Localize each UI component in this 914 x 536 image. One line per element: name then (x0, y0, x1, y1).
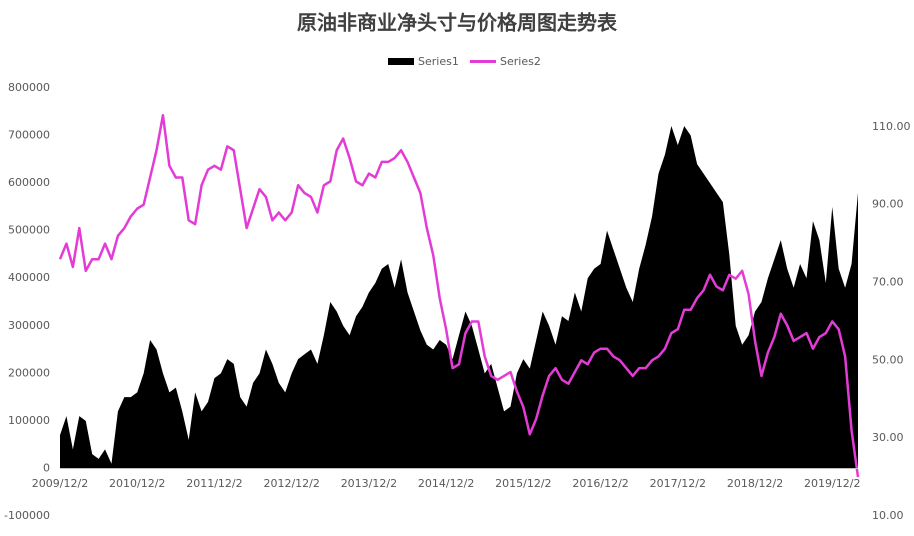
y2-tick-label: 10.00 (872, 509, 904, 522)
legend-label: Series1 (418, 55, 459, 68)
area-series (60, 126, 858, 469)
legend-swatch (470, 60, 496, 63)
line-series (58, 113, 860, 478)
x-tick-label: 2015/12/2 (495, 477, 551, 490)
chart-title: 原油非商业净头寸与价格周图走势表 (297, 11, 618, 35)
y-tick-label: 800000 (8, 81, 50, 94)
y-tick-label: -100000 (4, 509, 50, 522)
x-tick-label: 2017/12/2 (650, 477, 706, 490)
y2-tick-label: 90.00 (872, 198, 904, 211)
y-tick-label: 700000 (8, 129, 50, 142)
x-tick-label: 2013/12/2 (341, 477, 397, 490)
x-tick-label: 2019/12/2 (804, 477, 860, 490)
x-tick-label: 2014/12/2 (418, 477, 474, 490)
x-tick-label: 2011/12/2 (186, 477, 242, 490)
y2-tick-label: 70.00 (872, 276, 904, 289)
legend-label: Series2 (500, 55, 541, 68)
y-tick-label: 200000 (8, 366, 50, 379)
y-tick-label: 300000 (8, 319, 50, 332)
y-tick-label: 0 (43, 461, 50, 474)
y2-tick-label: 110.00 (872, 120, 911, 133)
x-tick-label: 2009/12/2 (32, 477, 88, 490)
y-tick-label: 600000 (8, 176, 50, 189)
y2-tick-label: 50.00 (872, 353, 904, 366)
x-tick-label: 2016/12/2 (572, 477, 628, 490)
y-tick-label: 500000 (8, 224, 50, 237)
legend-swatch (388, 58, 414, 65)
y2-tick-label: 30.00 (872, 431, 904, 444)
x-tick-label: 2012/12/2 (263, 477, 319, 490)
y-tick-label: 100000 (8, 414, 50, 427)
x-tick-label: 2010/12/2 (109, 477, 165, 490)
x-tick-label: 2018/12/2 (727, 477, 783, 490)
y-tick-label: 400000 (8, 271, 50, 284)
